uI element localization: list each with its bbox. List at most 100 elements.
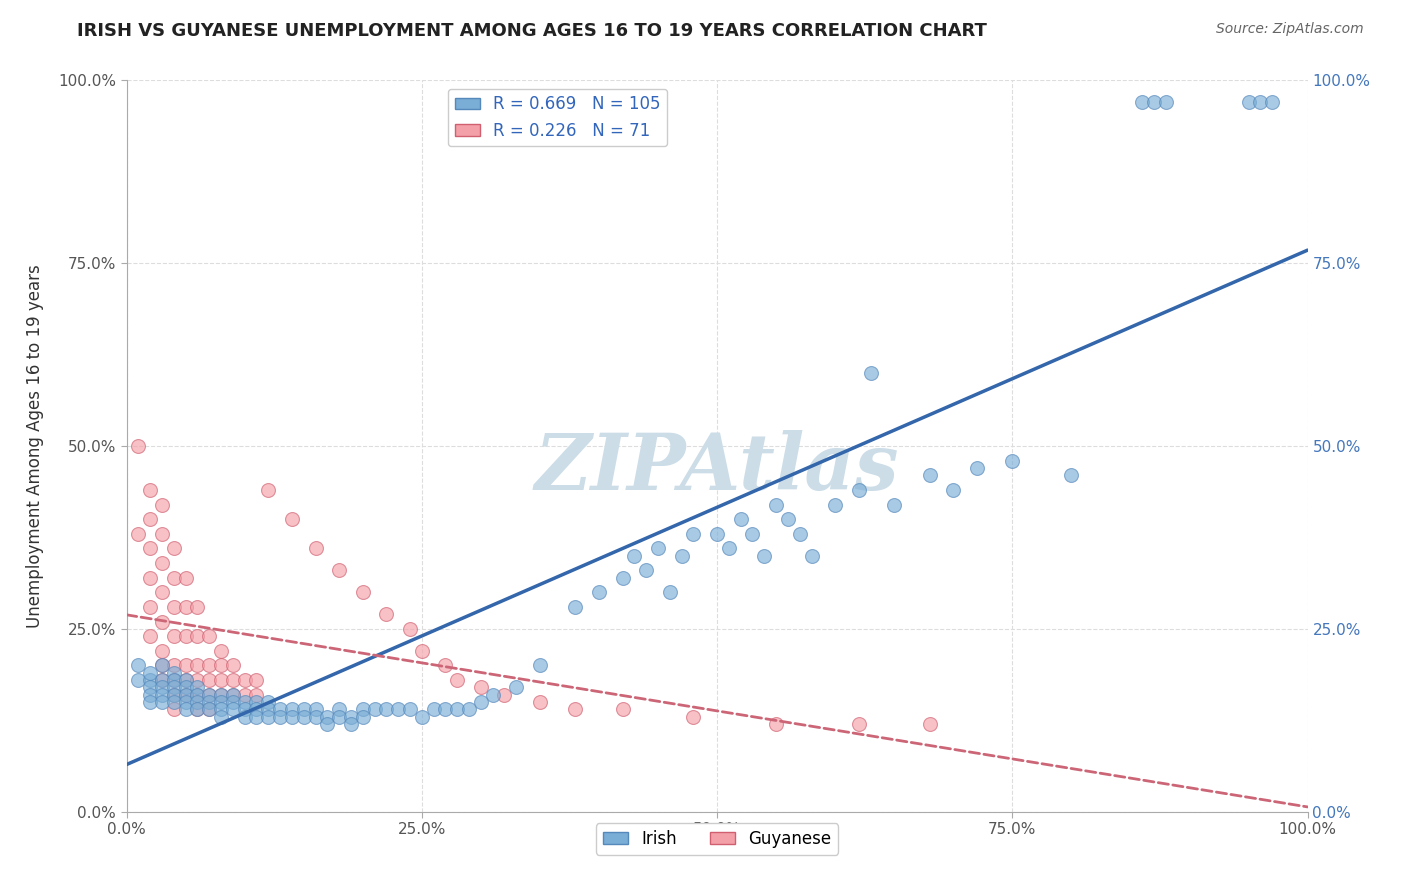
Point [174, 695, 197, 709]
Point [150, 658, 173, 673]
Point [316, 709, 339, 723]
Point [163, 571, 186, 585]
Point [186, 629, 208, 643]
Point [706, 526, 728, 541]
Point [163, 673, 186, 687]
Point [754, 549, 776, 563]
Point [434, 658, 457, 673]
Point [150, 681, 173, 695]
Point [859, 366, 882, 380]
Point [245, 688, 267, 702]
Point [139, 688, 162, 702]
Point [174, 681, 197, 695]
Point [328, 563, 350, 577]
Point [163, 695, 186, 709]
Text: ZIPAtlas: ZIPAtlas [534, 430, 900, 506]
Point [1154, 95, 1177, 110]
Point [127, 439, 149, 453]
Point [186, 688, 208, 702]
Text: IRISH VS GUYANESE UNEMPLOYMENT AMONG AGES 16 TO 19 YEARS CORRELATION CHART: IRISH VS GUYANESE UNEMPLOYMENT AMONG AGE… [77, 22, 987, 40]
Point [245, 673, 267, 687]
Point [209, 644, 232, 658]
Point [281, 709, 304, 723]
Point [682, 709, 704, 723]
Point [209, 688, 232, 702]
Point [269, 709, 291, 723]
Point [257, 702, 280, 716]
Point [257, 709, 280, 723]
Point [150, 673, 173, 687]
Point [658, 585, 681, 599]
Point [340, 709, 363, 723]
Point [1249, 95, 1271, 110]
Point [966, 461, 988, 475]
Point [1060, 468, 1083, 483]
Point [222, 658, 245, 673]
Point [163, 681, 186, 695]
Point [824, 498, 846, 512]
Point [375, 702, 398, 716]
Point [883, 498, 905, 512]
Legend: Irish, Guyanese: Irish, Guyanese [596, 823, 838, 855]
Point [174, 688, 197, 702]
Point [1261, 95, 1284, 110]
Point [139, 483, 162, 497]
Point [139, 599, 162, 614]
Point [174, 629, 197, 643]
Point [470, 695, 492, 709]
Point [682, 526, 704, 541]
Point [564, 702, 586, 716]
Point [776, 512, 799, 526]
Point [186, 702, 208, 716]
Point [363, 702, 385, 716]
Point [328, 702, 350, 716]
Point [186, 702, 208, 716]
Point [411, 709, 433, 723]
Point [222, 673, 245, 687]
Point [198, 658, 221, 673]
Point [1237, 95, 1260, 110]
Point [529, 658, 551, 673]
Point [352, 702, 374, 716]
Point [233, 688, 256, 702]
Point [186, 599, 208, 614]
Point [186, 688, 208, 702]
Point [198, 673, 221, 687]
Point [257, 695, 280, 709]
Text: Source: ZipAtlas.com: Source: ZipAtlas.com [1216, 22, 1364, 37]
Point [494, 688, 516, 702]
Point [139, 665, 162, 680]
Point [387, 702, 409, 716]
Point [174, 658, 197, 673]
Point [209, 688, 232, 702]
Point [458, 702, 481, 716]
Point [174, 599, 197, 614]
Point [647, 541, 669, 556]
Point [209, 658, 232, 673]
Point [163, 702, 186, 716]
Point [233, 709, 256, 723]
Point [588, 585, 610, 599]
Point [209, 709, 232, 723]
Point [163, 629, 186, 643]
Point [340, 717, 363, 731]
Point [918, 717, 941, 731]
Point [505, 681, 527, 695]
Point [127, 658, 149, 673]
Point [848, 717, 870, 731]
Point [163, 688, 186, 702]
Point [375, 607, 398, 622]
Point [186, 681, 208, 695]
Point [612, 571, 634, 585]
Point [163, 599, 186, 614]
Point [186, 695, 208, 709]
Point [163, 658, 186, 673]
Point [198, 702, 221, 716]
Point [918, 468, 941, 483]
Point [281, 512, 304, 526]
Point [789, 526, 811, 541]
Point [257, 483, 280, 497]
Point [139, 695, 162, 709]
Point [127, 526, 149, 541]
Point [139, 512, 162, 526]
